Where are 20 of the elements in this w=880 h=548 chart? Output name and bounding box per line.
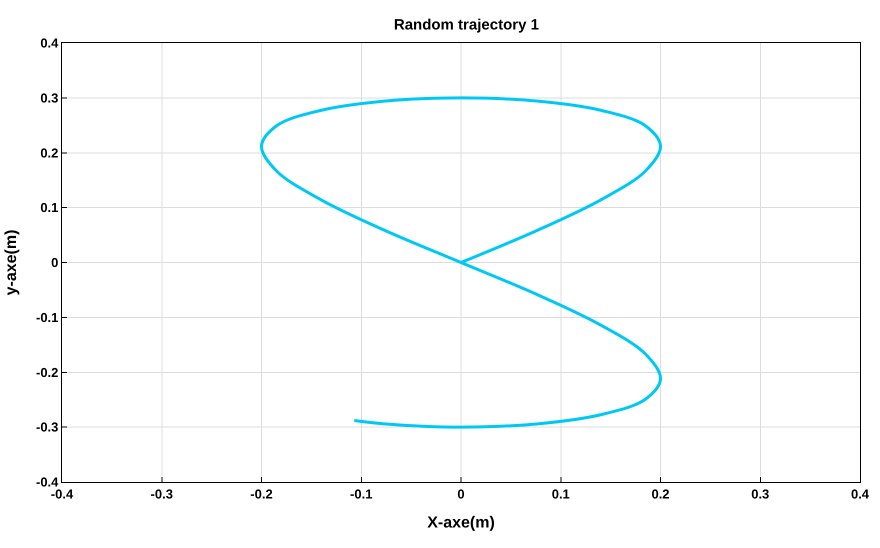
y-tick-label: -0.3 <box>36 420 58 435</box>
x-tick-label: 0.2 <box>651 486 670 502</box>
y-tick-label: 0.1 <box>40 200 58 216</box>
y-axis-title: y-axe(m) <box>2 230 20 296</box>
y-tick-label: 0.3 <box>40 90 58 106</box>
x-tick-label: -0.2 <box>250 486 273 502</box>
x-axis-title: X-axe(m) <box>427 514 495 532</box>
x-tick-label: 0.1 <box>552 486 570 502</box>
x-tick-label: -0.1 <box>350 486 372 502</box>
x-tick-label: 0.3 <box>751 486 770 502</box>
y-tick-label: 0 <box>51 255 58 270</box>
y-tick-label: 0.2 <box>40 145 58 160</box>
line-series <box>260 96 662 429</box>
x-tick-label: 0.4 <box>850 486 870 502</box>
y-tick-label: 0.4 <box>40 36 60 51</box>
y-tick-label: -0.2 <box>36 364 58 380</box>
x-tick-label: -0.3 <box>150 486 173 502</box>
chart-title: Random trajectory 1 <box>394 16 539 34</box>
y-tick-label: -0.1 <box>36 310 58 325</box>
x-tick-label: 0 <box>457 486 465 502</box>
